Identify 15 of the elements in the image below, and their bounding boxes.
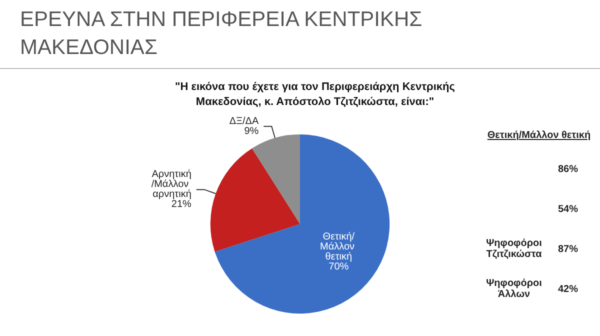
slice-label: Αρνητική/Μάλλον αρνητική (151, 169, 192, 200)
data-label: 54% (556, 204, 579, 214)
slice-label: Θετική/Μάλλον θετική (320, 232, 358, 263)
data-label: 70% (328, 262, 349, 273)
text: Θετική/Μάλλον θετική (486, 130, 592, 141)
data-label: 42% (556, 284, 579, 294)
data-label: 9% (244, 126, 259, 137)
category-label: Ψηφοφόροι Άλλων (485, 278, 543, 300)
data-label: 21% (171, 199, 192, 210)
category-label: Ψηφοφόροι Τζιτζικώστα (485, 238, 543, 260)
chart-title: ΕΡΕΥΝΑ ΣΤΗΝ ΠΕΡΙΦΕΡΕΙΑ ΚΕΝΤΡΙΚΗΣ ΜΑΚΕΔΟΝΙΑΣ (20, 7, 424, 61)
data-label: 87% (556, 244, 579, 254)
slice-label: ΔΞ/ΔΑ (229, 116, 259, 127)
chart-subtitle: "Η εικόνα που έχετε για τον Περιφερειάρχη Κεντρικής Μακεδονίας, κ. Απόστολο Τζιτζικώστα, είναι:" (174, 80, 456, 110)
data-label: 86% (556, 164, 579, 174)
